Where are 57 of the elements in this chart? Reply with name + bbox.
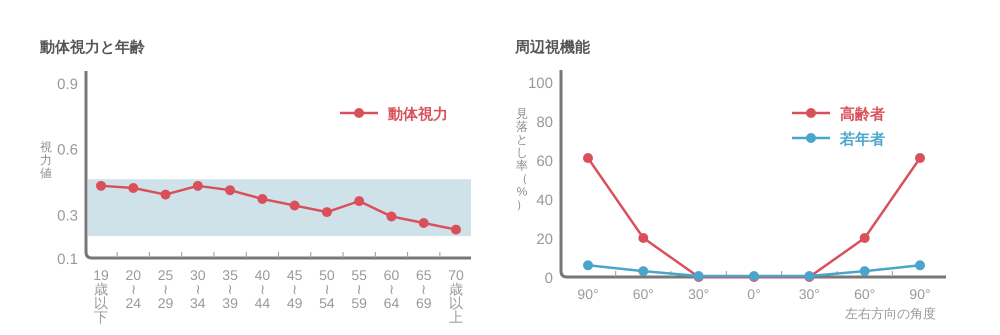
y-tick-label: 60 (536, 153, 553, 170)
y-tick-label: 80 (536, 114, 553, 131)
x-tick-label: 50≀54 (319, 267, 335, 311)
x-tick-label: 19歳以下 (93, 267, 109, 325)
point (160, 190, 171, 200)
x-tick-label: 60≀64 (384, 267, 400, 311)
y-axis-title: 視力値 (40, 140, 52, 180)
y-axis-title: 見落とし率（%） (516, 106, 528, 212)
point (225, 185, 236, 196)
point (290, 200, 300, 210)
y-tick-label: 20 (536, 231, 553, 248)
x-tick-label: 90° (577, 286, 599, 302)
legend-label: 若年者 (839, 131, 885, 148)
point (860, 266, 870, 276)
point (96, 180, 106, 191)
point (583, 260, 593, 270)
point (451, 224, 461, 235)
x-tick-label: 0° (747, 286, 761, 302)
y-tick-label: 0.9 (57, 76, 78, 93)
point (638, 266, 648, 276)
x-tick-label: 45≀49 (286, 267, 303, 311)
point (354, 196, 364, 206)
x-tick-label: 20≀24 (125, 267, 142, 311)
y-tick-label: 0.1 (57, 251, 78, 268)
point (915, 153, 925, 164)
point (638, 233, 648, 243)
point (915, 260, 925, 270)
x-tick-label: 40≀44 (254, 267, 270, 311)
x-tick-label: 25≀29 (158, 267, 174, 311)
chart-title: 動体視力と年齢 (39, 39, 146, 56)
y-tick-label: 0.3 (57, 207, 78, 224)
y-tick-label: 0.6 (57, 142, 78, 159)
x-tick-label: 30° (688, 286, 710, 302)
x-tick-label: 60° (632, 286, 654, 302)
point (192, 180, 203, 191)
y-tick-label: 0 (544, 270, 553, 287)
x-tick-label: 30≀34 (190, 267, 206, 311)
point (860, 233, 870, 243)
x-tick-label: 30° (798, 286, 820, 302)
point (418, 218, 429, 228)
x-tick-label: 70歳以上 (448, 267, 464, 325)
point (257, 194, 268, 204)
legend-label: 高齢者 (840, 105, 885, 123)
y-tick-label: 100 (528, 75, 553, 92)
x-tick-label: 55≀59 (351, 267, 368, 311)
point (322, 207, 332, 218)
legend-label: 動体視力 (387, 106, 448, 123)
point (583, 153, 593, 164)
point (386, 211, 396, 222)
x-tick-label: 90° (909, 286, 931, 302)
x-tick-label: 35≀39 (222, 267, 238, 311)
x-axis-title: 左右方向の角度 (845, 306, 936, 321)
point (128, 183, 138, 193)
y-tick-label: 40 (536, 192, 553, 209)
chart-title: 周辺視機能 (514, 39, 591, 56)
x-tick-label: 60° (854, 286, 876, 302)
x-tick-label: 65≀69 (416, 267, 432, 311)
